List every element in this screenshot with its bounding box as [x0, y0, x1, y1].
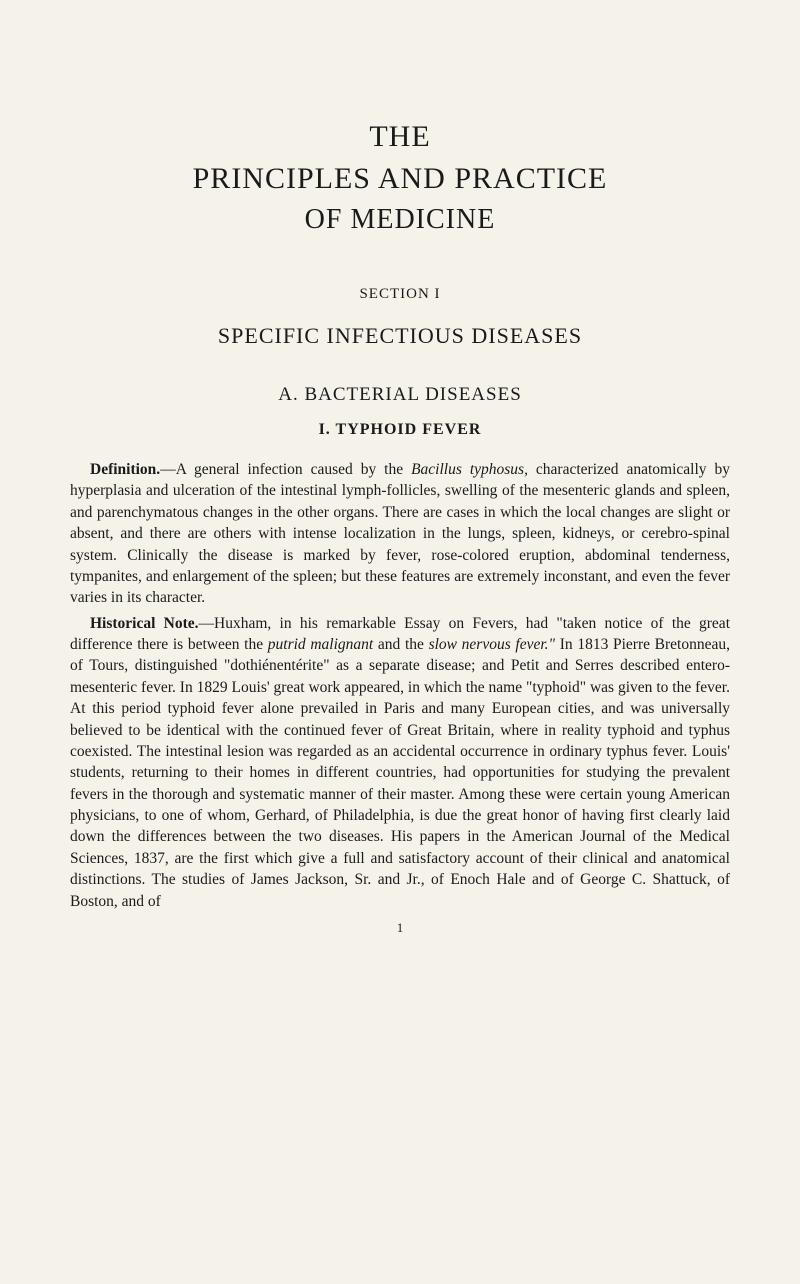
- section-number: SECTION I: [70, 286, 730, 303]
- definition-lead: Definition.: [90, 461, 160, 478]
- definition-italic-1: Bacillus typhosus,: [411, 461, 528, 478]
- historical-lead: Historical Note.: [90, 615, 199, 632]
- subsection-title: A. BACTERIAL DISEASES: [70, 384, 730, 406]
- definition-paragraph: Definition.—A general infection caused b…: [70, 459, 730, 609]
- title-principles: PRINCIPLES AND PRACTICE: [70, 162, 730, 196]
- definition-text-2: charac­terized anatomically by hyperplas…: [70, 461, 730, 606]
- historical-italic-2: slow nervous fever.": [429, 636, 556, 653]
- historical-italic-1: putrid malignant: [268, 636, 373, 653]
- title-medicine: OF MEDICINE: [70, 204, 730, 236]
- definition-text-1: —A general infection caused by the: [160, 461, 411, 478]
- historical-note-paragraph: Historical Note.—Huxham, in his remarkab…: [70, 613, 730, 912]
- section-title: SPECIFIC INFECTIOUS DISEASES: [70, 323, 730, 349]
- chapter-title: I. TYPHOID FEVER: [70, 421, 730, 439]
- historical-text-2: and the: [373, 636, 428, 653]
- page-number: 1: [70, 920, 730, 936]
- title-the: THE: [70, 120, 730, 154]
- historical-text-3: In 1813 Pierre Bretonneau, of Tours, dis…: [70, 636, 730, 910]
